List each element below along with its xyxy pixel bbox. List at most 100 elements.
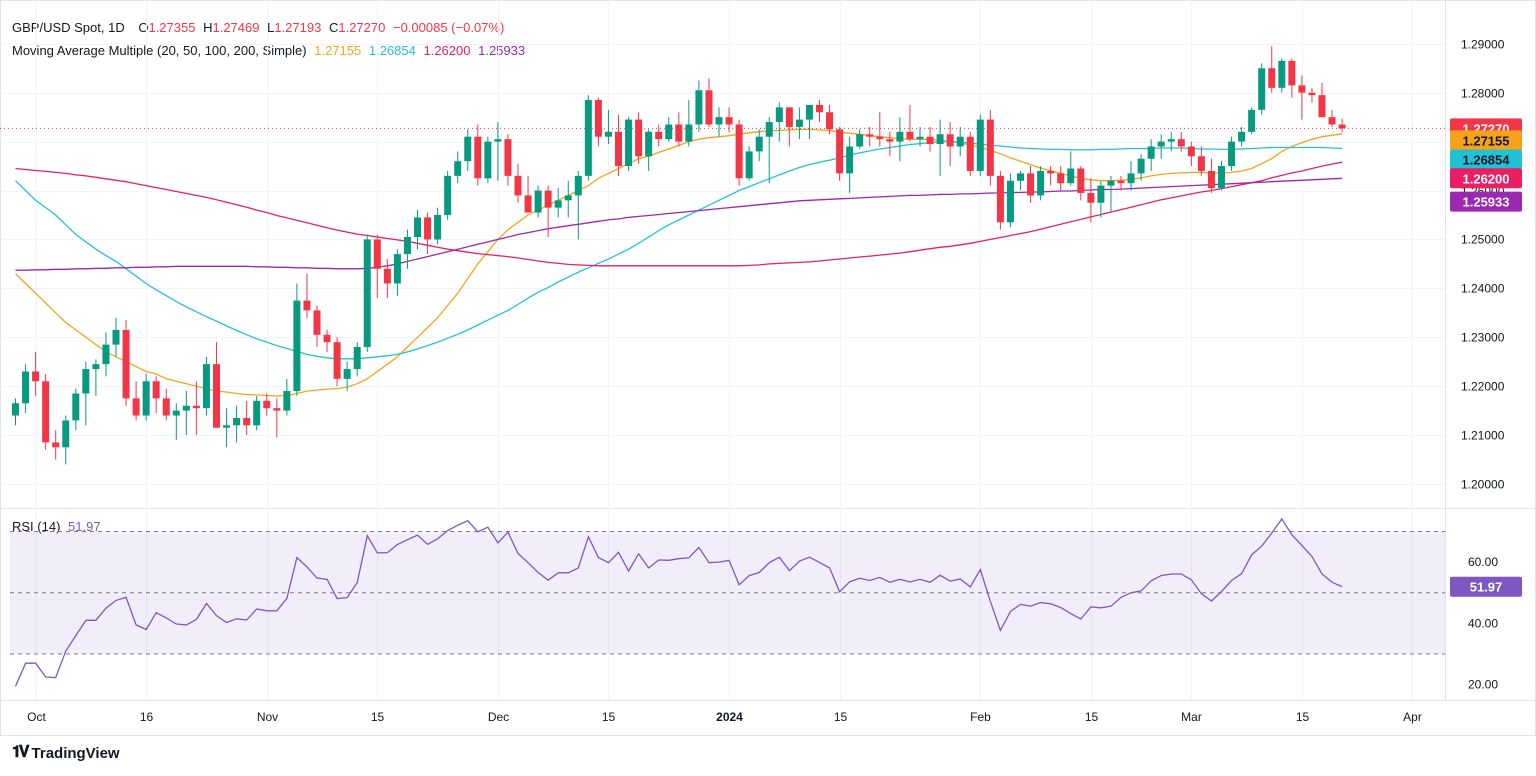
- candle-body: [243, 417, 251, 426]
- candle: [1268, 46, 1276, 93]
- candle: [454, 151, 462, 184]
- high-label: H: [203, 20, 213, 35]
- candle-body: [554, 200, 562, 208]
- open-label: O: [138, 20, 149, 35]
- time-tick-label: Oct: [27, 710, 46, 724]
- candle-body: [1037, 170, 1045, 196]
- candle-body: [52, 442, 60, 448]
- candle: [1107, 175, 1115, 213]
- candle-body: [695, 90, 703, 125]
- candle: [655, 124, 663, 147]
- ma20-value: 1.27155: [314, 43, 362, 58]
- candle: [414, 210, 421, 250]
- candle: [182, 391, 190, 436]
- candle-body: [192, 405, 200, 409]
- time-tick-label: Nov: [257, 710, 278, 724]
- ma50-value: 1.26854: [368, 43, 416, 58]
- candle-body: [846, 146, 854, 174]
- candle: [1137, 153, 1145, 181]
- candle-body: [665, 124, 673, 140]
- candle: [353, 342, 361, 377]
- candle: [403, 229, 411, 269]
- candle: [1187, 141, 1195, 167]
- candle-body: [1127, 173, 1135, 184]
- candle-body: [906, 131, 914, 140]
- time-tick-label: Mar: [1181, 710, 1202, 724]
- candle-body: [705, 90, 713, 125]
- candle: [705, 78, 713, 127]
- candle-body: [72, 393, 80, 421]
- candle-body: [283, 391, 291, 411]
- price-tick-label: 1.21000: [1461, 429, 1505, 443]
- candle-body: [715, 117, 723, 125]
- candle: [755, 129, 763, 162]
- candle-body: [755, 136, 763, 152]
- ma-legend: Moving Average Multiple (20, 50, 100, 20…: [12, 43, 529, 58]
- candle: [936, 119, 944, 176]
- candle-body: [464, 136, 472, 162]
- candle: [1318, 82, 1326, 118]
- candle: [685, 100, 693, 147]
- candle: [695, 80, 703, 132]
- candle-body: [725, 117, 733, 125]
- candle: [745, 146, 753, 181]
- candle: [594, 97, 602, 147]
- candle: [856, 129, 864, 149]
- candle: [645, 129, 653, 171]
- candle-body: [1268, 68, 1276, 88]
- price-tick-label: 1.28000: [1461, 87, 1505, 101]
- ma200-tag-bg: [1450, 191, 1522, 212]
- candle: [1057, 166, 1065, 191]
- candle-body: [353, 347, 361, 370]
- candle: [876, 112, 884, 147]
- candle: [62, 415, 70, 465]
- candle-body: [876, 136, 884, 140]
- ma100-tag: 1.26200: [1463, 171, 1510, 186]
- candle: [172, 403, 180, 440]
- candle: [765, 117, 773, 184]
- rsi-tick-label: 60.00: [1468, 555, 1498, 569]
- candle-body: [1318, 95, 1326, 118]
- candle-body: [62, 420, 70, 448]
- candle: [152, 376, 160, 414]
- candle: [253, 395, 261, 431]
- candle: [494, 122, 502, 181]
- candle: [544, 185, 552, 237]
- candle: [816, 100, 823, 123]
- candle-body: [996, 175, 1004, 223]
- candle: [42, 373, 50, 450]
- candle-body: [1047, 170, 1055, 174]
- candle: [162, 388, 170, 421]
- ma100-value: 1.26200: [423, 43, 471, 58]
- candle: [52, 430, 60, 460]
- symbol-title: GBP/USD Spot, 1D: [12, 20, 125, 35]
- price-tick-label: 1.29000: [1461, 38, 1505, 52]
- ma-200-line: [15, 177, 1343, 271]
- candle: [976, 114, 984, 176]
- close-value: 1.27270: [338, 20, 386, 35]
- candle: [1117, 175, 1125, 191]
- candle: [12, 398, 19, 426]
- low-value: 1.27193: [274, 20, 322, 35]
- candle: [142, 373, 150, 421]
- candle-body: [1087, 192, 1095, 203]
- candle: [826, 104, 834, 135]
- change-value: −0.00085 (−0.07%): [392, 20, 505, 35]
- candle: [846, 136, 854, 193]
- candle: [283, 378, 291, 416]
- candle-body: [182, 405, 190, 411]
- candle-body: [373, 239, 381, 269]
- candle: [1228, 136, 1236, 171]
- candle: [1097, 180, 1105, 218]
- rsi-line: [14, 517, 1343, 687]
- ma-50-line: [15, 140, 1343, 360]
- candle-body: [765, 122, 773, 137]
- low-label: L: [267, 20, 275, 35]
- brand: 𝟏𝐕 TradingView: [12, 744, 120, 762]
- candle: [213, 342, 220, 428]
- candle: [102, 332, 110, 377]
- candle: [1157, 134, 1165, 159]
- candle-body: [574, 175, 582, 196]
- time-tick-label: 15: [1085, 710, 1099, 724]
